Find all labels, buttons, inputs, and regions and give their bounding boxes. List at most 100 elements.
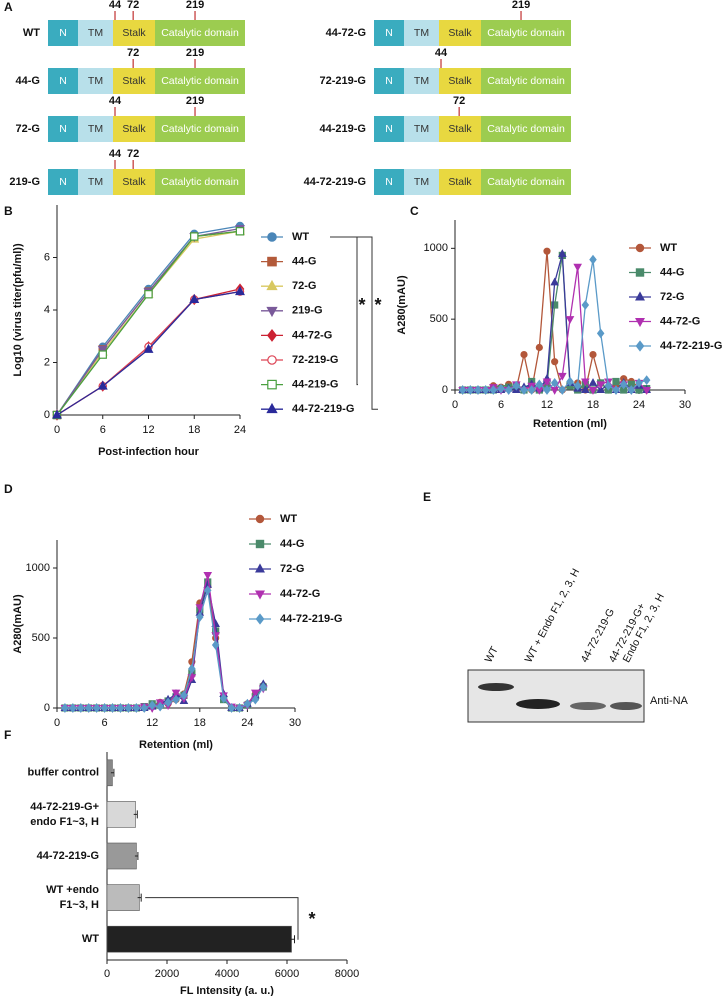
legend-marker — [255, 590, 265, 600]
domain-label: Catalytic domain — [161, 27, 239, 39]
domain — [155, 20, 245, 46]
site-label: 72 — [127, 148, 139, 160]
legend-label: 72-G — [660, 291, 684, 303]
y-tick-label: 2 — [44, 356, 50, 368]
series-line — [64, 590, 264, 709]
marker — [69, 703, 77, 713]
bar — [106, 801, 136, 828]
domain — [481, 20, 571, 46]
marker — [504, 385, 513, 395]
marker — [558, 249, 567, 257]
series-line — [56, 230, 241, 416]
marker — [235, 227, 245, 236]
domain-label: Stalk — [122, 75, 146, 87]
series-line — [64, 574, 264, 709]
significance-bracket — [330, 236, 378, 410]
marker — [108, 703, 117, 713]
x-tick-label: 0 — [54, 717, 60, 729]
legend-label: WT — [280, 513, 297, 525]
site-label: 72 — [127, 47, 139, 59]
construct-name: 44-219-G — [320, 123, 366, 135]
marker — [520, 350, 528, 359]
bar — [106, 884, 140, 911]
x-tick-label: 24 — [234, 424, 246, 436]
domain-label: Stalk — [122, 176, 146, 188]
domain-label: Stalk — [122, 123, 146, 135]
marker — [635, 378, 643, 388]
panel-label: C — [410, 204, 419, 218]
series-line — [56, 290, 241, 416]
domain — [113, 116, 155, 142]
marker — [566, 376, 574, 387]
domain-label: N — [385, 123, 393, 135]
marker — [612, 377, 620, 386]
domain — [374, 20, 404, 46]
site-label: 44 — [109, 0, 122, 11]
blot-band — [516, 699, 560, 709]
marker — [565, 316, 575, 325]
domain-label: N — [385, 176, 393, 188]
construct-name: 44-72-219-G — [304, 176, 366, 188]
significance-mark: * — [374, 295, 381, 315]
marker — [604, 380, 613, 391]
legend-label: 44-72-219-G — [280, 613, 342, 625]
domain — [48, 68, 78, 94]
antibody-label: Anti-NA — [650, 695, 689, 707]
error-bar — [133, 810, 138, 819]
marker — [144, 290, 153, 299]
marker — [642, 375, 651, 385]
y-axis-title: A280(mAU) — [396, 275, 408, 335]
marker — [458, 385, 467, 395]
marker — [148, 700, 156, 711]
domain — [439, 116, 481, 142]
domain — [404, 20, 439, 46]
y-tick-label: 6 — [44, 251, 50, 263]
x-tick-label: 12 — [541, 399, 553, 411]
y-tick-label: 0 — [44, 409, 50, 421]
marker — [642, 387, 651, 395]
blot-band — [610, 702, 642, 710]
marker — [195, 604, 205, 613]
series-line — [462, 253, 647, 391]
marker — [550, 387, 559, 395]
marker — [581, 378, 590, 387]
x-tick-label: 6 — [498, 399, 504, 411]
marker — [124, 703, 133, 713]
marker — [589, 254, 597, 265]
domain-label: TM — [414, 27, 429, 39]
domain-label: N — [59, 123, 67, 135]
marker — [520, 385, 528, 395]
blot — [467, 669, 645, 723]
y-tick-label: 0 — [44, 702, 50, 714]
error-bar — [134, 852, 139, 860]
panel-label: B — [4, 204, 13, 218]
site-label: 219 — [186, 0, 204, 11]
marker — [140, 703, 149, 713]
domain-label: TM — [88, 75, 103, 87]
marker — [132, 703, 141, 713]
marker — [190, 232, 199, 241]
series-line — [462, 251, 647, 392]
domain-label: Catalytic domain — [161, 123, 239, 135]
bar — [106, 925, 292, 953]
y-tick-label: F1~3, H — [60, 899, 99, 911]
marker — [573, 380, 582, 391]
x-axis-title: FL Intensity (a. u.) — [180, 985, 274, 996]
marker — [573, 263, 582, 272]
domain — [404, 116, 439, 142]
legend-label: 44-72-G — [660, 315, 700, 327]
x-tick-label: 24 — [633, 399, 645, 411]
legend-label: 44-72-219-G — [292, 403, 354, 415]
domain-label: Stalk — [448, 176, 472, 188]
significance-mark: * — [308, 909, 315, 929]
domain — [78, 68, 113, 94]
y-tick-label: 1000 — [26, 562, 50, 574]
blot-band — [478, 683, 514, 691]
legend-label: 44-72-G — [280, 588, 320, 600]
legend-label: 44-72-G — [292, 329, 332, 341]
series-line — [56, 227, 241, 416]
x-tick-label: 30 — [289, 717, 301, 729]
marker — [211, 640, 220, 650]
marker — [156, 701, 164, 712]
marker — [92, 703, 101, 713]
